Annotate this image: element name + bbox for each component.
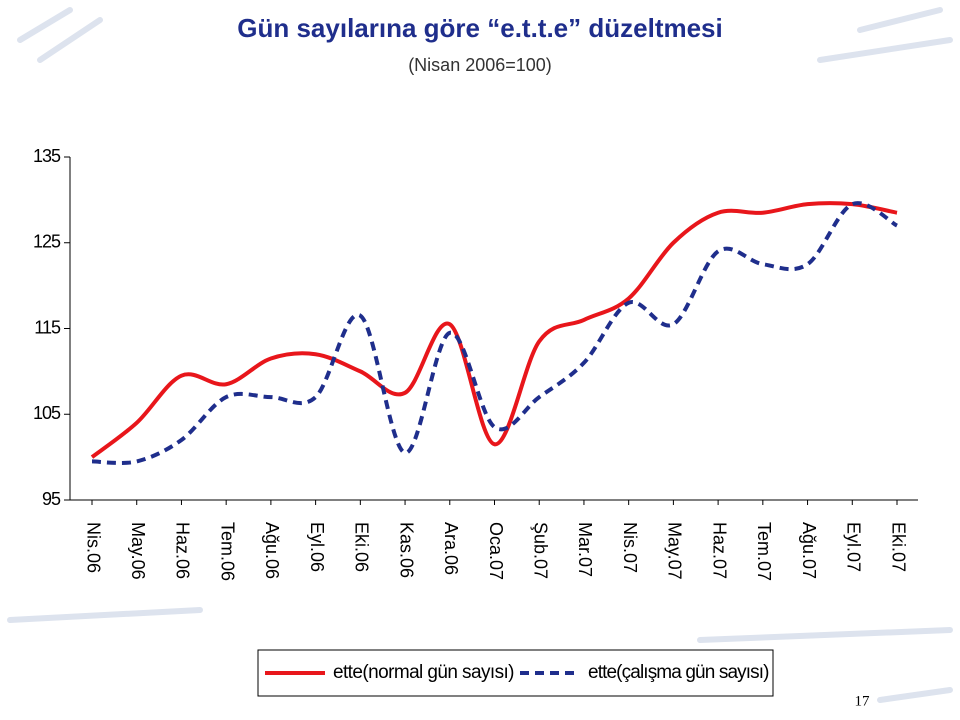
y-tick-label: 135 xyxy=(33,146,61,166)
x-tick-label: Eyl.06 xyxy=(307,522,327,572)
series-line xyxy=(90,201,898,459)
x-tick-label: Şub.07 xyxy=(530,522,550,579)
x-tick-label: Eki.06 xyxy=(352,522,372,572)
legend-label: ette(çalışma gün sayısı) xyxy=(588,662,769,683)
y-tick-label: 115 xyxy=(34,317,61,337)
page-number: 17 xyxy=(855,693,871,709)
x-tick-label: Haz.06 xyxy=(173,522,193,579)
x-tick-label: Kas.06 xyxy=(396,522,416,578)
x-tick-label: Ağu.06 xyxy=(262,522,282,579)
x-tick-label: Eki.07 xyxy=(888,522,908,572)
x-tick-label: Eyl.07 xyxy=(844,522,864,572)
y-tick-label: 95 xyxy=(42,489,61,509)
x-tick-label: Ağu.07 xyxy=(799,522,819,579)
legend-box xyxy=(257,649,774,697)
x-tick-label: May.06 xyxy=(128,522,148,580)
x-tick-label: Mar.07 xyxy=(575,522,595,577)
x-tick-label: Tem.06 xyxy=(217,522,237,581)
legend-label: ette(normal gün sayısı) xyxy=(333,662,514,683)
chart-subtitle: (Nisan 2006=100) xyxy=(408,55,552,75)
x-tick-label: Nis.06 xyxy=(83,522,103,573)
background-decor xyxy=(7,7,953,703)
x-tick-label: Tem.07 xyxy=(754,522,774,581)
x-tick-label: May.07 xyxy=(665,522,685,580)
y-tick-label: 125 xyxy=(33,232,61,252)
y-tick-label: 105 xyxy=(33,403,61,423)
x-tick-label: Haz.07 xyxy=(709,522,729,579)
x-tick-label: Nis.07 xyxy=(620,522,640,573)
series-line xyxy=(91,201,899,465)
x-tick-label: Ara.06 xyxy=(441,522,461,575)
chart-title: Gün sayılarına göre “e.t.t.e” düzeltmesi xyxy=(237,13,722,43)
x-tick-label: Oca.07 xyxy=(486,522,506,580)
